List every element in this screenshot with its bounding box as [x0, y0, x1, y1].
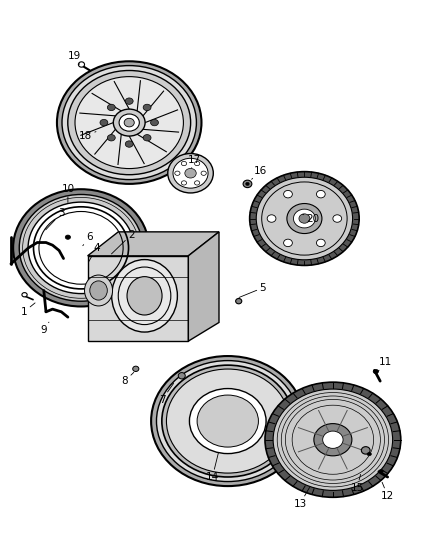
Ellipse shape — [181, 181, 187, 185]
Text: 2: 2 — [112, 230, 135, 254]
Text: 7: 7 — [159, 383, 173, 405]
Text: 10: 10 — [61, 184, 74, 203]
Ellipse shape — [22, 293, 27, 297]
Ellipse shape — [201, 171, 206, 175]
Ellipse shape — [75, 77, 184, 168]
Ellipse shape — [162, 365, 293, 477]
Ellipse shape — [267, 215, 276, 222]
Ellipse shape — [57, 61, 201, 184]
Ellipse shape — [250, 172, 359, 265]
Ellipse shape — [65, 235, 71, 239]
Ellipse shape — [175, 171, 180, 175]
Ellipse shape — [284, 239, 293, 247]
Ellipse shape — [373, 369, 378, 374]
Ellipse shape — [156, 361, 299, 481]
Ellipse shape — [19, 195, 143, 301]
Ellipse shape — [166, 369, 289, 473]
Text: 15: 15 — [350, 474, 364, 492]
Ellipse shape — [125, 98, 133, 104]
Ellipse shape — [107, 134, 115, 141]
Ellipse shape — [133, 366, 139, 372]
Ellipse shape — [78, 62, 85, 67]
Text: 12: 12 — [381, 482, 394, 500]
Text: 8: 8 — [121, 373, 134, 386]
Ellipse shape — [173, 158, 208, 188]
Ellipse shape — [90, 281, 107, 300]
Ellipse shape — [28, 202, 134, 294]
Text: 1: 1 — [21, 303, 35, 317]
Text: 20: 20 — [303, 214, 320, 223]
Ellipse shape — [194, 161, 200, 166]
Polygon shape — [88, 256, 188, 341]
Ellipse shape — [367, 453, 371, 456]
Ellipse shape — [197, 395, 258, 447]
Ellipse shape — [194, 181, 200, 185]
Ellipse shape — [151, 356, 304, 486]
Ellipse shape — [143, 134, 151, 141]
Polygon shape — [88, 232, 219, 256]
Text: 13: 13 — [293, 487, 310, 508]
Ellipse shape — [246, 182, 249, 185]
Text: 3: 3 — [46, 208, 65, 230]
Ellipse shape — [125, 141, 133, 147]
Ellipse shape — [143, 104, 151, 111]
Ellipse shape — [62, 66, 196, 180]
Text: 6: 6 — [83, 232, 93, 246]
Ellipse shape — [284, 190, 293, 198]
Ellipse shape — [185, 168, 196, 178]
Ellipse shape — [168, 154, 213, 193]
Ellipse shape — [273, 389, 392, 490]
Ellipse shape — [13, 189, 149, 306]
Ellipse shape — [181, 161, 187, 166]
Ellipse shape — [316, 190, 325, 198]
Ellipse shape — [379, 470, 383, 473]
Text: 19: 19 — [68, 51, 81, 64]
Ellipse shape — [124, 118, 134, 127]
Ellipse shape — [85, 275, 113, 306]
Ellipse shape — [314, 424, 352, 456]
Text: 14: 14 — [206, 453, 219, 482]
Text: 9: 9 — [40, 322, 49, 335]
Ellipse shape — [107, 104, 115, 111]
Polygon shape — [188, 232, 219, 341]
Ellipse shape — [119, 114, 139, 131]
Ellipse shape — [68, 70, 191, 175]
Ellipse shape — [100, 119, 108, 126]
Text: 5: 5 — [239, 283, 266, 297]
Ellipse shape — [127, 277, 162, 315]
Ellipse shape — [299, 214, 310, 223]
Ellipse shape — [112, 260, 177, 332]
Text: 4: 4 — [89, 243, 100, 261]
Ellipse shape — [265, 382, 401, 497]
Ellipse shape — [256, 177, 353, 260]
Text: 11: 11 — [376, 358, 392, 374]
Ellipse shape — [151, 119, 159, 126]
Ellipse shape — [316, 239, 325, 247]
Ellipse shape — [361, 447, 370, 454]
Ellipse shape — [178, 373, 185, 379]
Ellipse shape — [333, 215, 342, 222]
Text: 17: 17 — [188, 155, 201, 168]
Ellipse shape — [113, 109, 145, 136]
Ellipse shape — [243, 180, 252, 188]
Text: 18: 18 — [79, 131, 96, 141]
Text: 16: 16 — [252, 166, 267, 179]
Ellipse shape — [236, 298, 242, 304]
Ellipse shape — [287, 204, 322, 233]
Ellipse shape — [323, 431, 343, 448]
Ellipse shape — [190, 389, 266, 454]
Ellipse shape — [293, 209, 315, 228]
